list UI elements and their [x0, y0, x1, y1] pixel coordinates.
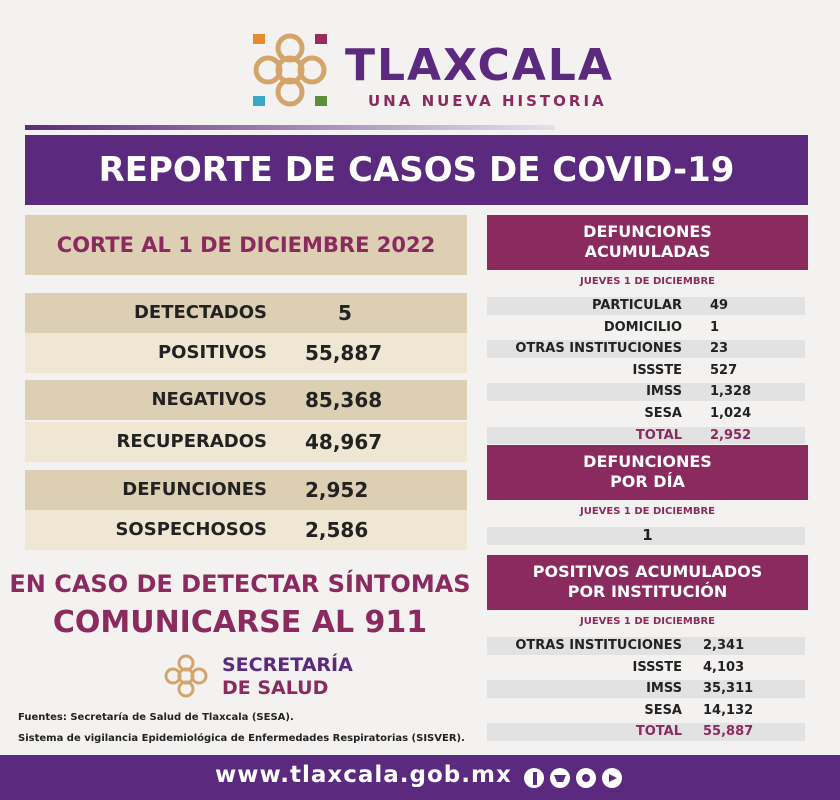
summary-row	[25, 333, 467, 373]
panel-row	[487, 297, 805, 315]
panel-date: JUEVES 1 DE DICIEMBRE	[580, 276, 715, 287]
panel-row	[487, 723, 805, 741]
summary-value: 2,586	[305, 518, 369, 542]
panel-row	[487, 637, 805, 655]
panel-label: OTRAS INSTITUCIONES	[515, 638, 682, 653]
summary-row	[25, 470, 467, 510]
panel-row	[487, 383, 805, 401]
secretaria: DE SALUD	[222, 677, 329, 699]
footer	[0, 755, 840, 800]
panel-title: DEFUNCIONES	[583, 452, 712, 471]
panel-label: PARTICULAR	[592, 298, 682, 313]
summary-label: SOSPECHOSOS	[115, 519, 267, 540]
panel-label: SESA	[644, 702, 682, 718]
panel-value: 527	[710, 362, 738, 378]
panel-label: IMSS	[646, 681, 682, 697]
panel-title: POSITIVOS ACUMULADOS	[532, 562, 763, 581]
summary-value: 55,887	[305, 341, 383, 365]
cut-date: CORTE AL 1 DE DICIEMBRE 2022	[25, 215, 467, 275]
summary-label: DEFUNCIONES	[122, 479, 267, 500]
source: Fuentes: Secretaría de Salud de Tlaxcala…	[18, 712, 294, 723]
panel-label: TOTAL	[635, 427, 682, 443]
summary-label: NEGATIVOS	[151, 389, 267, 410]
logo	[253, 33, 327, 107]
social-icons	[524, 768, 622, 788]
summary-row	[25, 510, 467, 550]
panel-value: 4,103	[703, 659, 745, 675]
panel-label: TOTAL	[635, 724, 682, 740]
panel-value: 14,132	[703, 702, 754, 718]
panel-label: OTRAS INSTITUCIONES	[515, 341, 682, 357]
panel-row	[487, 527, 805, 545]
panel-label: ISSSTE	[632, 362, 682, 378]
panel-value: 35,311	[703, 681, 754, 697]
divider	[25, 125, 555, 130]
footer-url[interactable]: www.tlaxcala.gob.mx	[215, 762, 512, 788]
summary-value: 2,952	[305, 478, 369, 502]
panel-value: 23	[710, 341, 729, 357]
panel-value: 1	[642, 526, 653, 544]
panel-value: 1,024	[710, 406, 752, 421]
panel-row	[487, 340, 805, 358]
source: Sistema de vigilancia Epidemiológica de …	[18, 733, 465, 744]
panel-date: JUEVES 1 DE DICIEMBRE	[580, 616, 715, 627]
summary-label: DETECTADOS	[133, 302, 267, 323]
brand-title: TLAXCALA	[345, 40, 614, 91]
panel-header	[487, 445, 808, 500]
summary-row	[25, 293, 467, 333]
panel-row	[487, 680, 805, 698]
summary-value: 5	[338, 301, 352, 325]
summary-value: 85,368	[305, 388, 383, 412]
banner: REPORTE DE CASOS DE COVID-19	[25, 135, 808, 205]
panel-value: 1	[710, 319, 720, 335]
panel-date: JUEVES 1 DE DICIEMBRE	[580, 506, 715, 517]
panel-title: ACUMULADAS	[584, 242, 711, 261]
panel-row	[487, 426, 805, 445]
panel-label: SESA	[644, 406, 682, 421]
panel-value: 2,952	[710, 427, 752, 443]
panel-header	[487, 555, 808, 610]
brand-subtitle: UNA NUEVA HISTORIA	[368, 92, 607, 110]
panel-value: 1,328	[710, 384, 752, 400]
alert-line: EN CASO DE DETECTAR SÍNTOMAS	[9, 570, 471, 598]
summary-label: POSITIVOS	[157, 342, 267, 363]
panel-header	[487, 215, 808, 270]
summary-row	[25, 380, 467, 420]
panel-value: 55,887	[703, 724, 754, 740]
panel-value: 49	[710, 298, 729, 313]
secretaria-logo	[164, 654, 208, 698]
secretaria: SECRETARÍA	[222, 654, 353, 676]
panel-value: 2,341	[703, 638, 745, 653]
panel-title: POR INSTITUCIÓN	[567, 582, 728, 601]
alert-line: COMUNICARSE AL 911	[52, 605, 428, 640]
panel-label: ISSSTE	[632, 659, 682, 675]
summary-value: 48,967	[305, 430, 383, 454]
summary-row	[25, 422, 467, 462]
panel-title: POR DÍA	[610, 472, 685, 491]
summary-label: RECUPERADOS	[116, 431, 267, 452]
panel-label: IMSS	[646, 384, 682, 400]
panel-label: DOMICILIO	[603, 319, 682, 335]
panel-title: DEFUNCIONES	[583, 222, 712, 241]
